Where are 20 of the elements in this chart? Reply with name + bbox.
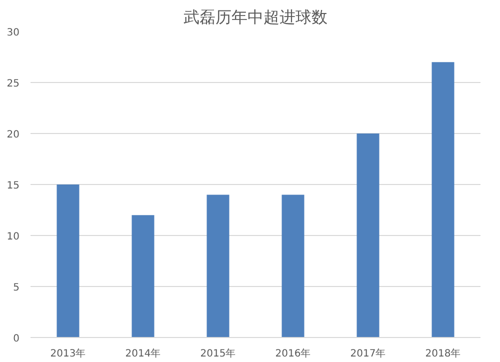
x-tick-label: 2015年 — [200, 348, 236, 360]
bar — [356, 134, 380, 338]
y-tick-label: 10 — [6, 232, 20, 242]
x-tick-label: 2018年 — [425, 348, 461, 360]
y-tick-label: 20 — [6, 130, 20, 140]
x-tick-label: 2017年 — [350, 348, 386, 360]
y-tick-label: 5 — [13, 282, 20, 294]
y-tick-label: 30 — [6, 28, 20, 38]
bar — [56, 184, 80, 338]
bar — [132, 215, 154, 338]
y-tick-label: 25 — [6, 78, 20, 90]
x-tick-label: 2014年 — [125, 348, 161, 360]
chart-title: 武磊历年中超进球数 — [184, 8, 328, 26]
bar — [206, 194, 230, 338]
y-tick-label: 0 — [13, 334, 20, 344]
x-tick-label: 2013年 — [50, 348, 86, 360]
x-tick-label: 2016年 — [275, 348, 311, 360]
bar — [282, 194, 304, 338]
bar — [432, 62, 454, 338]
y-tick-label: 15 — [6, 180, 20, 192]
